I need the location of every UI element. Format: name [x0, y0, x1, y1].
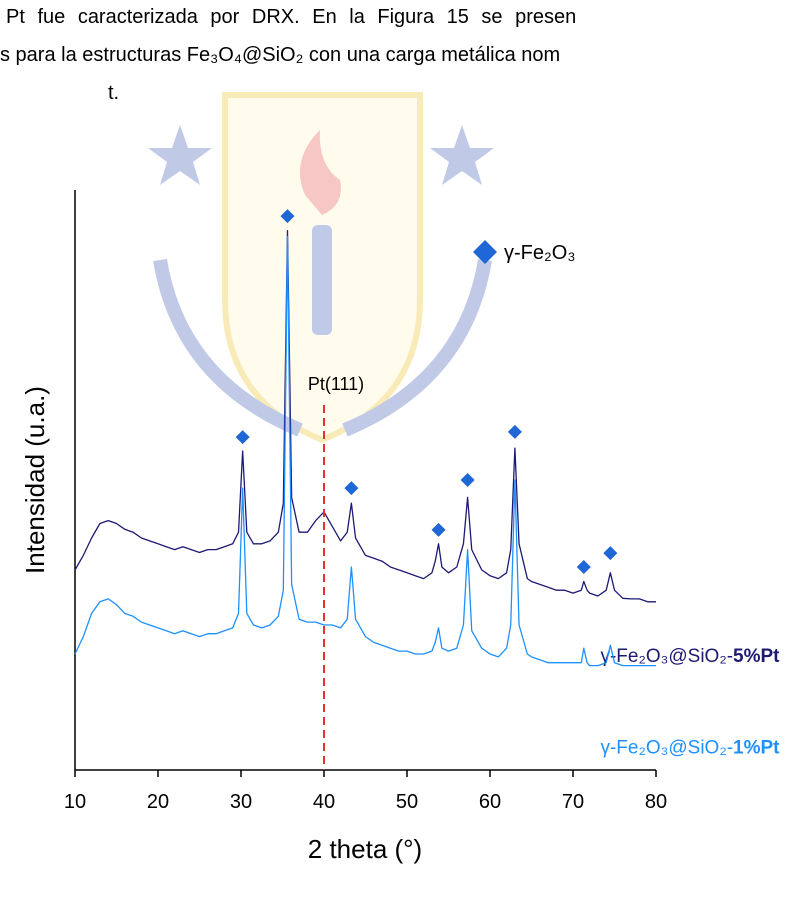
x-tick-label: 20: [147, 791, 169, 813]
x-tick-label: 10: [64, 791, 86, 813]
phase-marker: [577, 560, 591, 574]
x-tick-label: 40: [313, 791, 335, 813]
x-tick-label: 70: [562, 791, 584, 813]
phase-marker: [344, 481, 358, 495]
phase-marker: [432, 523, 446, 537]
x-tick-label: 80: [645, 791, 667, 813]
series-label-part: γ-Fe₂O₃@SiO₂-: [600, 738, 733, 759]
phase-marker: [461, 473, 475, 487]
phase-marker: [236, 430, 250, 444]
legend-marker: [473, 240, 497, 264]
series-label-part: 1%Pt: [733, 738, 780, 759]
series-label: γ-Fe₂O₃@SiO₂-1%Pt: [600, 738, 780, 759]
series-label-part: γ-Fe₂O₃@SiO₂-: [600, 646, 733, 667]
y-axis-label: Intensidad (u.a.): [20, 386, 50, 574]
page: Pt fue caracterizada por DRX. En la Figu…: [0, 0, 807, 902]
phase-marker: [603, 546, 617, 560]
x-tick-label: 60: [479, 791, 501, 813]
series-label-part: 5%Pt: [733, 646, 780, 667]
x-tick-label: 50: [396, 791, 418, 813]
legend-label: γ-Fe₂O₃: [504, 242, 575, 264]
x-axis-label: 2 theta (°): [308, 834, 422, 864]
phase-marker: [508, 425, 522, 439]
annotation-label: Pt(111): [308, 374, 364, 394]
chart: 2 theta (°) Intensidad (u.a.) 10 20 30 40 50…: [0, 0, 807, 902]
series-label: γ-Fe₂O₃@SiO₂-5%Pt: [600, 646, 780, 667]
x-tick-label: 30: [230, 791, 252, 813]
